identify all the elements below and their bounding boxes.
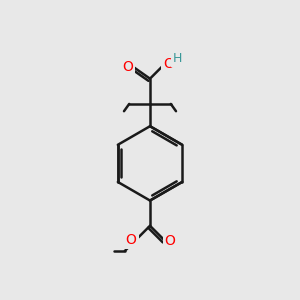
- Text: O: O: [122, 60, 133, 74]
- Text: O: O: [126, 233, 136, 247]
- Text: O: O: [163, 57, 174, 71]
- Text: H: H: [173, 52, 183, 65]
- Text: O: O: [165, 234, 176, 248]
